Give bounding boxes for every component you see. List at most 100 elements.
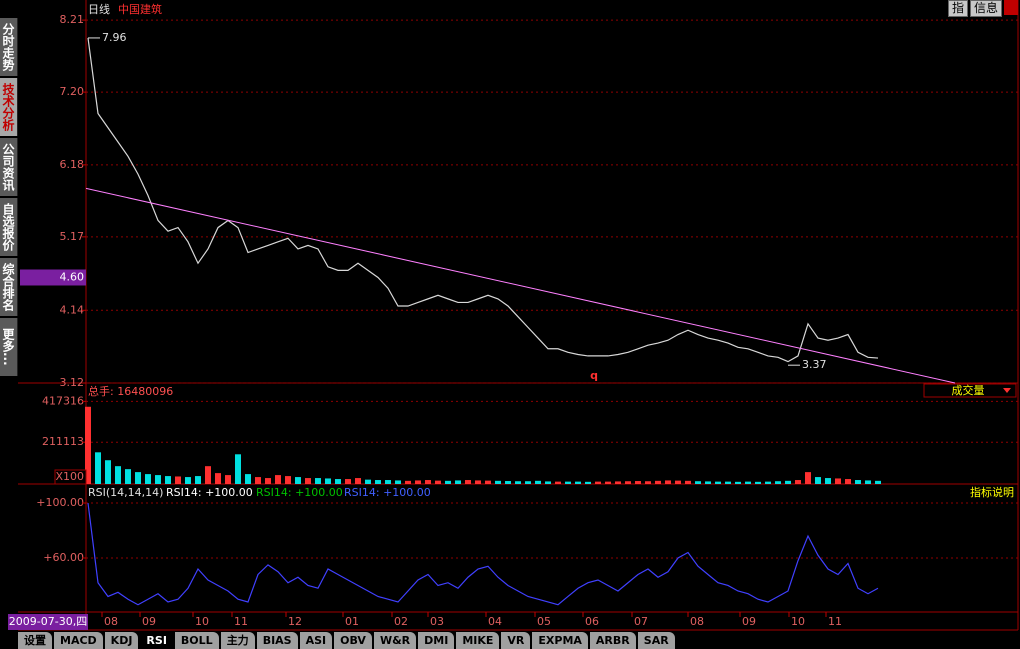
volume-bar [185,477,191,484]
left-tab[interactable]: 综合排名 [0,258,18,316]
volume-bar [575,481,581,484]
volume-bar [95,452,101,484]
bottom-tab[interactable]: MIKE [456,632,500,649]
volume-bar [85,406,91,484]
volume-bar [265,478,271,484]
x-tick-label: 09 [142,615,156,628]
volume-bar [645,481,651,484]
left-tab[interactable]: 技术分析 [0,78,18,136]
bottom-tab[interactable]: BIAS [256,632,298,649]
volume-bar [565,481,571,484]
bottom-tab[interactable]: 设置 [18,632,52,649]
x-tick-label: 04 [488,615,502,628]
y-tick-label: 4.14 [60,303,85,316]
x-tick-label: 09 [742,615,756,628]
volume-bar [675,480,681,484]
volume-bar [175,476,181,484]
volume-bar [415,480,421,484]
unit-label: X100 [55,470,84,483]
y-tick-label: 6.18 [60,158,85,171]
x-tick-label: 10 [195,615,209,628]
volume-bar [335,479,341,484]
bottom-tab[interactable]: BOLL [174,632,219,649]
top-button[interactable]: 指 [947,0,968,17]
left-tab[interactable]: 更多... [0,318,18,376]
volume-bar [655,480,661,484]
bottom-tab[interactable]: RSI [140,632,173,649]
bottom-tab[interactable]: 主力 [220,632,255,649]
x-tick-label: 10 [791,615,805,628]
bottom-tab[interactable]: SAR [637,632,675,649]
volume-bar [535,480,541,484]
annotation-label: 7.96 [102,31,127,44]
volume-bar [625,481,631,484]
volume-bar [725,481,731,484]
volume-bar [715,481,721,484]
title: 日线 [88,2,110,16]
volume-bar [275,475,281,484]
volume-bar [195,476,201,484]
left-tab[interactable]: 自选报价 [0,198,18,256]
y-tick-label: +60.00 [43,551,84,564]
volume-bar [545,481,551,484]
bottom-tab[interactable]: EXPMA [532,632,588,649]
volume-bar [255,477,261,484]
volume-bar [485,480,491,484]
bottom-tab[interactable]: DMI [418,632,455,649]
volume-bar [105,460,111,484]
volume-bar [665,480,671,484]
volume-bar [785,480,791,484]
volume-bar [445,480,451,484]
volume-bar [315,478,321,484]
volume-bar [795,480,801,484]
readout: RSI14: +100.00 [256,486,343,499]
bottom-tab[interactable]: KDJ [104,632,139,649]
title: 总手: 16480096 [88,384,173,398]
volume-bar [235,454,241,484]
bottom-tab[interactable]: W&R [373,632,417,649]
x-tick-label: 05 [537,615,551,628]
volume-bar [305,478,311,484]
bottom-tab[interactable]: ASI [299,632,333,649]
volume-bar [165,476,171,484]
y-tick-label: 417316 [42,394,84,407]
dropdown-box [923,383,1017,398]
volume-bar [585,481,591,484]
volume-bar [605,481,611,484]
volume-bar [705,481,711,484]
volume-bar [845,479,851,484]
volume-bar [375,480,381,484]
volume-bar [595,481,601,484]
volume-bar [635,481,641,484]
readout: RSI14: +100.00 [166,486,253,499]
bottom-tab[interactable]: MACD [54,632,103,649]
volume-bar [365,479,371,484]
cursor-date: 2009-07-30,四 [9,615,87,628]
x-tick-label: 07 [634,615,648,628]
y-tick-label: 8.21 [60,13,85,26]
x-tick-label: 11 [828,615,842,628]
x-tick-label: 08 [104,615,118,628]
volume-bar [245,474,251,484]
volume-bar [215,473,221,484]
volume-bar [735,481,741,484]
volume-bar [145,474,151,484]
bottom-tab[interactable]: ARBR [589,632,636,649]
close-icon[interactable] [1004,0,1018,15]
y-tick-label: +100.00 [36,496,84,509]
volume-bar [115,466,121,484]
volume-bar [435,480,441,484]
readout: RSI14: +100.00 [344,486,431,499]
x-tick-label: 02 [394,615,408,628]
volume-bar [855,480,861,484]
volume-bar [425,480,431,484]
left-tab[interactable]: 公司资讯 [0,138,18,196]
y-tick-label: 211113 [42,435,84,448]
volume-bar [325,478,331,484]
top-buttons: 指信息 [947,0,1018,17]
top-button[interactable]: 信息 [969,0,1002,17]
bottom-tab[interactable]: VR [501,632,531,649]
left-tab[interactable]: 分时走势 [0,18,18,76]
x-tick-label: 12 [288,615,302,628]
bottom-tab[interactable]: OBV [334,632,372,649]
